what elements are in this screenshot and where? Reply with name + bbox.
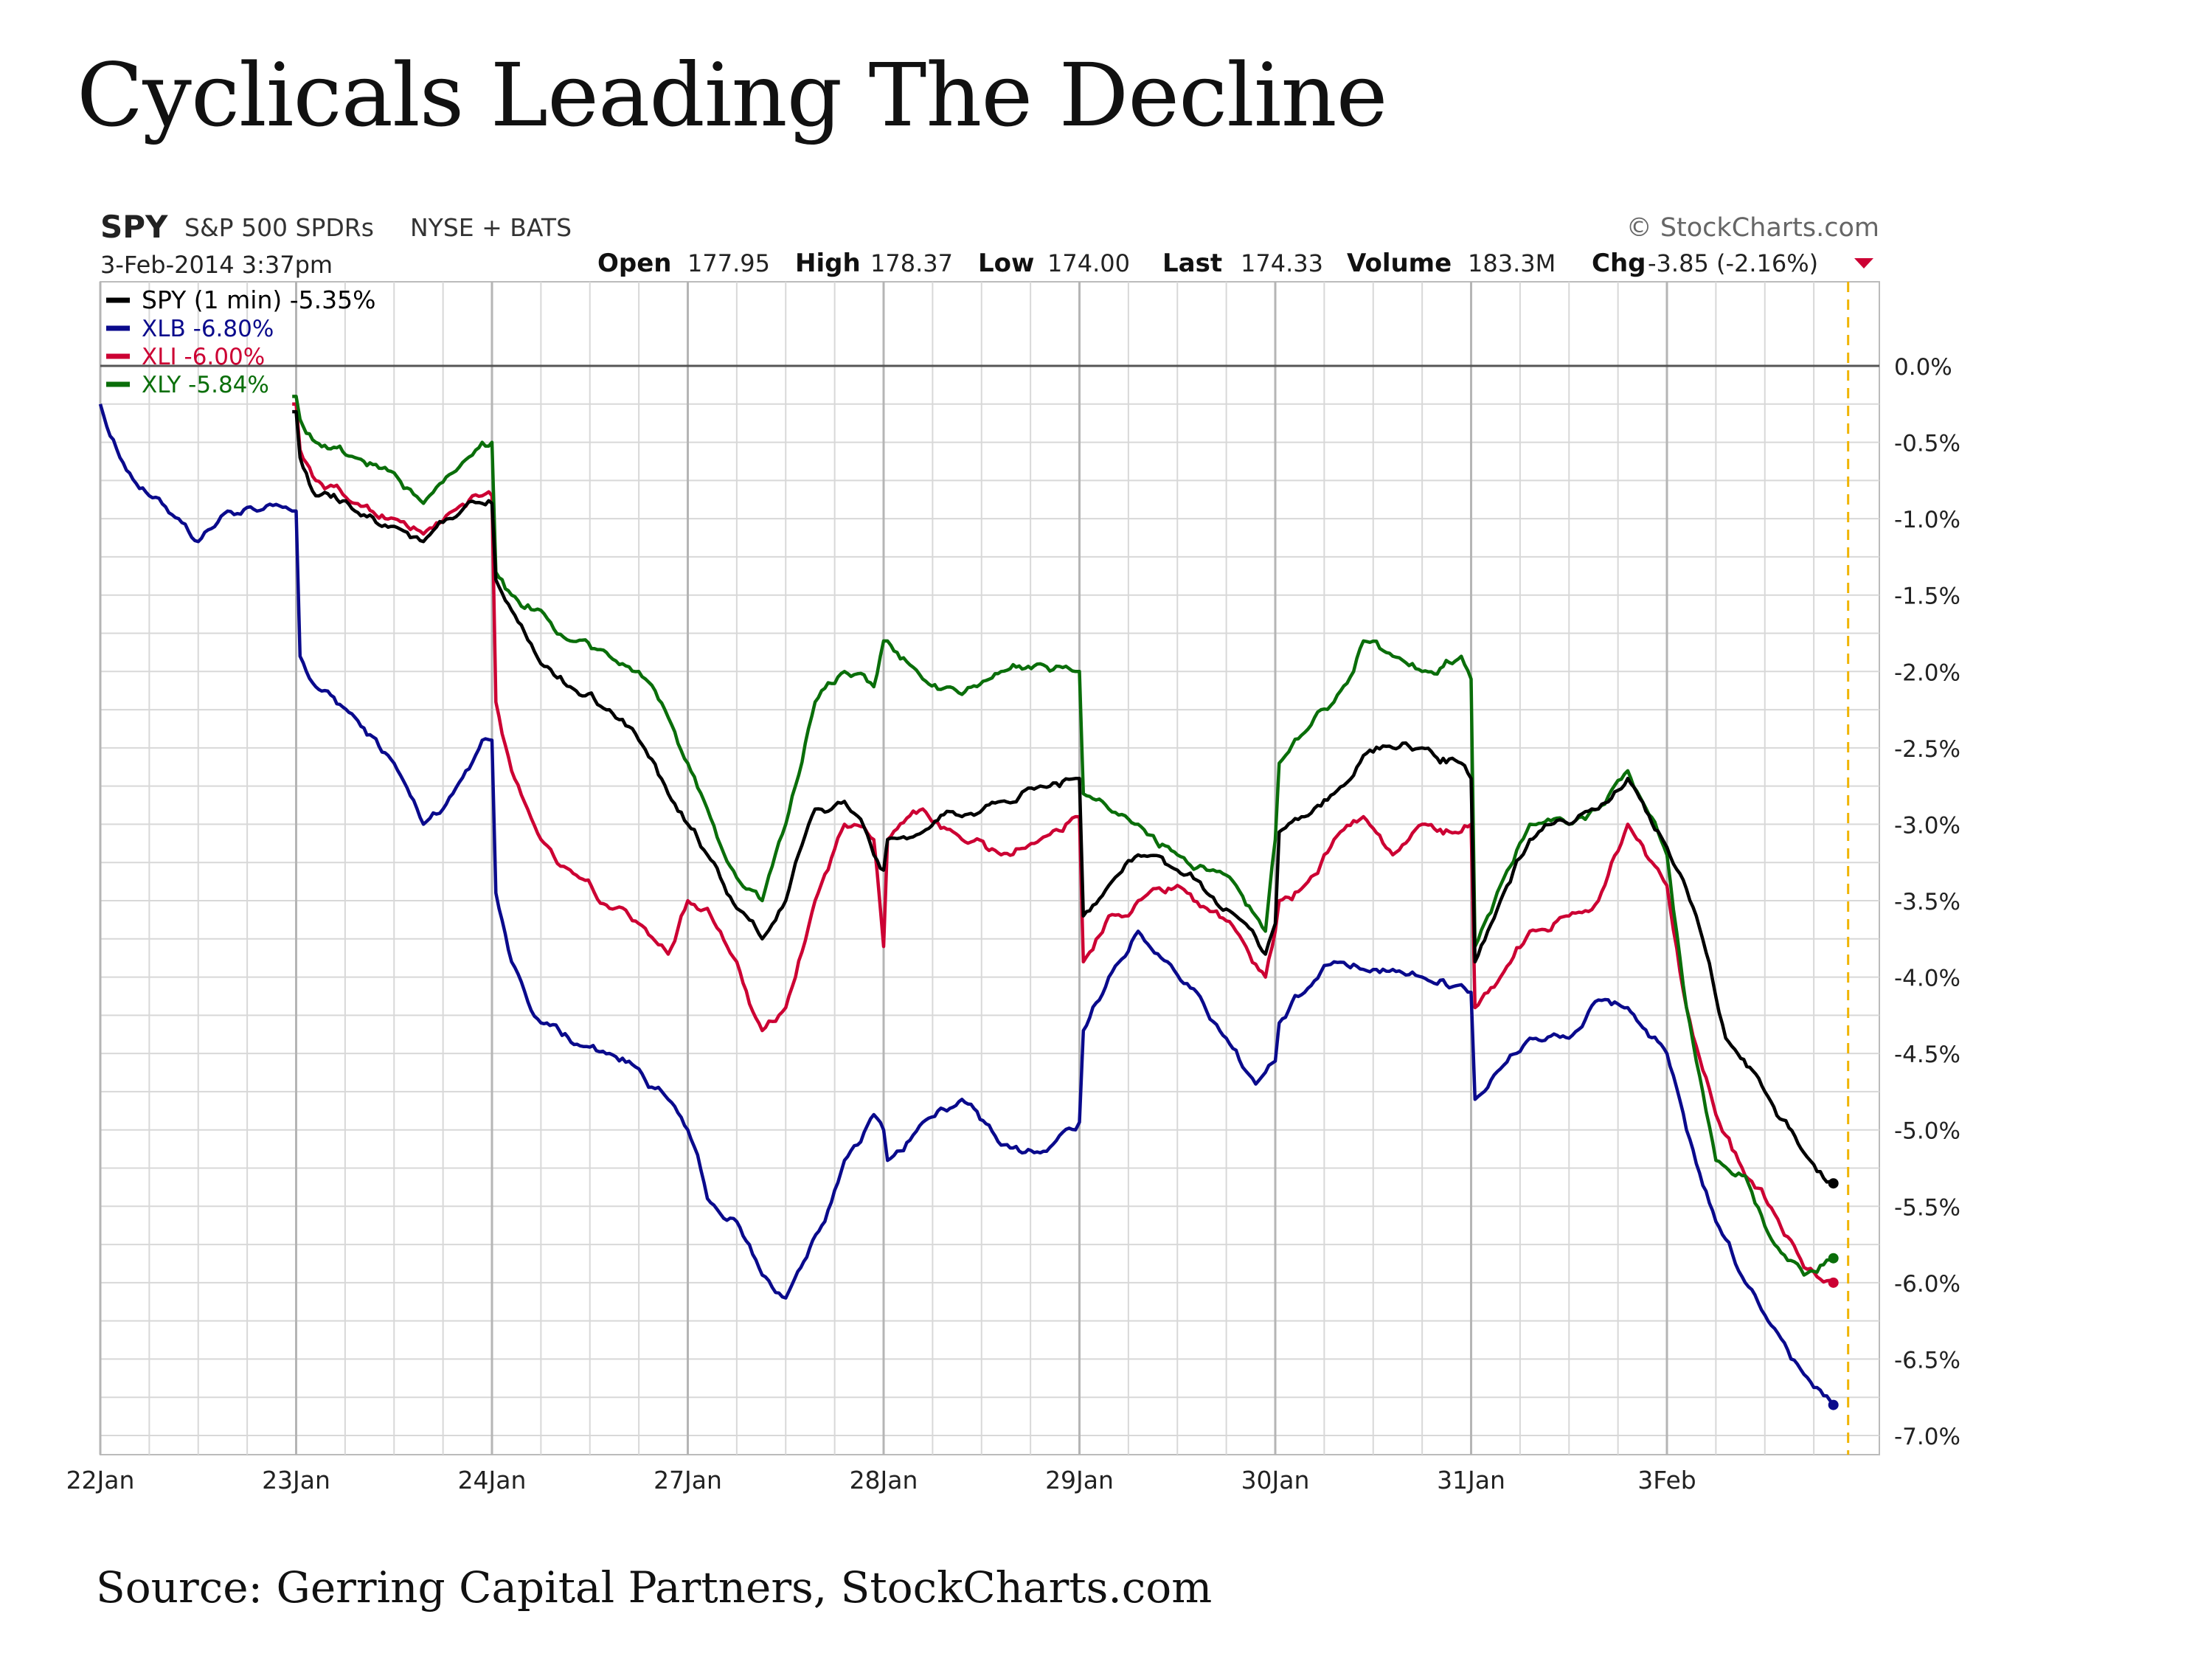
y-tick-label: -3.5%: [1894, 889, 1960, 915]
y-tick-label: -2.5%: [1894, 736, 1960, 763]
x-tick-label: 29Jan: [1045, 1466, 1114, 1495]
y-tick-label: -1.0%: [1894, 507, 1960, 533]
x-tick-label: 27Jan: [653, 1466, 722, 1495]
quote-volume-value: 183.3M: [1468, 249, 1556, 277]
series-end-point-xly: [1828, 1253, 1839, 1264]
x-axis: 22Jan 23Jan 24Jan 27Jan 28Jan 29Jan 30Jan 31Jan…: [66, 1466, 1696, 1495]
y-tick-label: -6.0%: [1894, 1271, 1960, 1298]
quote-last-label: Last: [1162, 249, 1222, 278]
quote-volume-label: Volume: [1347, 249, 1452, 278]
series-line-xli: [292, 402, 1834, 1284]
legend-label-xly: XLY -5.84%: [142, 372, 269, 398]
y-axis: 0.0% -0.5% -1.0% -1.5% -2.0% -2.5% -3.0% -3.5% -…: [1894, 354, 1960, 1450]
grid-lines: [99, 282, 1879, 1455]
quote-low-label: Low: [978, 249, 1034, 278]
quote-chg-value: -3.85 (-2.16%): [1648, 249, 1818, 277]
y-tick-label: 0.0%: [1894, 354, 1952, 381]
x-tick-label: 31Jan: [1437, 1466, 1505, 1495]
series-end-point-spy: [1828, 1178, 1839, 1189]
chart-exchange: NYSE + BATS: [410, 213, 572, 242]
y-tick-label: -4.0%: [1894, 966, 1960, 992]
page-title: Cyclicals Leading The Decline: [77, 44, 1387, 146]
y-tick-label: -5.5%: [1894, 1194, 1960, 1221]
series-line-xlb: [98, 404, 1835, 1406]
quote-last-value: 174.33: [1241, 249, 1323, 277]
legend-label-spy: SPY (1 min) -5.35%: [142, 285, 375, 314]
stockcharts-brand: © StockCharts.com: [1626, 213, 1879, 243]
x-tick-label: 22Jan: [66, 1466, 135, 1495]
quote-high-label: High: [795, 249, 861, 278]
legend: SPY (1 min) -5.35% XLB -6.80% XLI -6.00%…: [106, 285, 375, 398]
x-tick-label: 23Jan: [262, 1466, 330, 1495]
y-tick-label: -7.0%: [1894, 1424, 1960, 1450]
series-line-spy: [292, 409, 1834, 1185]
chart-datetime: 3-Feb-2014 3:37pm: [100, 251, 333, 279]
chart-symbol-name: S&P 500 SPDRs: [184, 213, 374, 242]
plot-area: [100, 281, 1880, 1455]
legend-label-xli: XLI -6.00%: [142, 344, 265, 370]
quote-open-label: Open: [597, 249, 672, 278]
y-tick-label: -4.5%: [1894, 1042, 1960, 1068]
y-tick-label: -0.5%: [1894, 431, 1960, 457]
x-tick-label: 28Jan: [850, 1466, 918, 1495]
y-tick-label: -1.5%: [1894, 583, 1960, 610]
series-end-point-xlb: [1828, 1399, 1839, 1410]
series-end-point-xli: [1828, 1277, 1839, 1288]
chart-symbol: SPY: [100, 209, 168, 245]
legend-label-xlb: XLB -6.80%: [142, 316, 274, 342]
quote-strip: Open 177.95 High 178.37 Low 174.00 Last …: [597, 249, 1873, 278]
quote-chg-label: Chg: [1592, 249, 1646, 278]
series-lines: [98, 395, 1839, 1410]
y-tick-label: -3.0%: [1894, 812, 1960, 839]
y-tick-label: -6.5%: [1894, 1347, 1960, 1374]
x-tick-label: 3Feb: [1637, 1466, 1696, 1495]
y-tick-label: -5.0%: [1894, 1118, 1960, 1145]
x-tick-label: 30Jan: [1241, 1466, 1310, 1495]
quote-low-value: 174.00: [1047, 249, 1130, 277]
source-note: Source: Gerring Capital Partners, StockC…: [96, 1562, 1213, 1613]
down-triangle-icon: [1854, 258, 1873, 269]
y-tick-label: -2.0%: [1894, 659, 1960, 686]
x-tick-label: 24Jan: [458, 1466, 527, 1495]
quote-open-value: 177.95: [687, 249, 770, 277]
quote-high-value: 178.37: [870, 249, 953, 277]
